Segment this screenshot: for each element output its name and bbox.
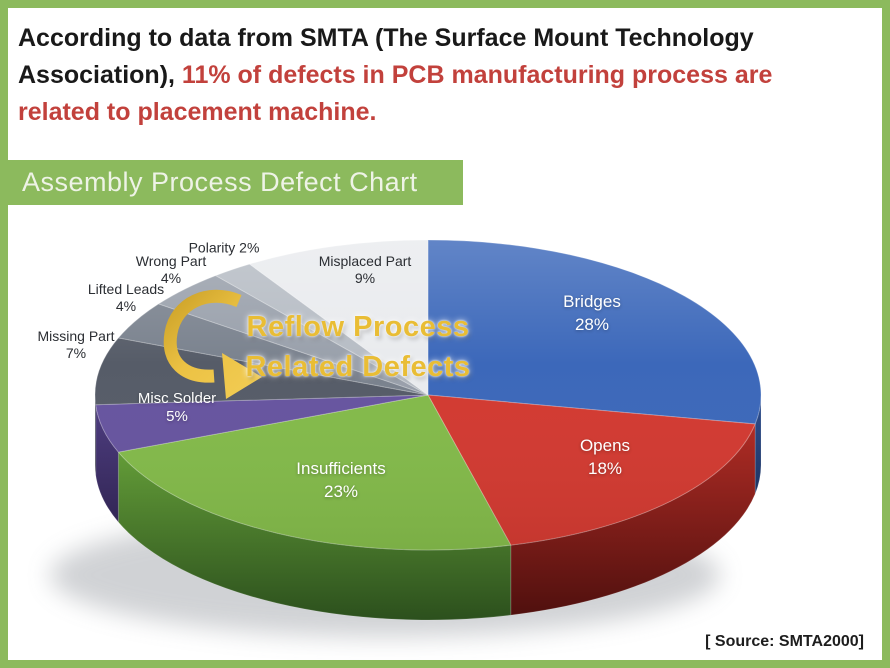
- chart-area: Bridges 28% Opens 18% Insufficients 23% Misc S…: [8, 8, 882, 660]
- page-title-red: 11% of defects in PCB manufacturing proc…: [18, 61, 773, 126]
- curved-arrow-icon: [163, 289, 262, 399]
- pie-chart: [50, 239, 762, 637]
- pie-sheen: [95, 240, 761, 550]
- chart-title-banner: Assembly Process Defect Chart: [8, 160, 463, 205]
- page-title: According to data from SMTA (The Surface…: [18, 20, 856, 131]
- chart-title: Assembly Process Defect Chart: [22, 167, 418, 197]
- source-note: [ Source: SMTA2000]: [705, 633, 864, 650]
- page-title-black: According to data from SMTA (The Surface…: [18, 24, 754, 89]
